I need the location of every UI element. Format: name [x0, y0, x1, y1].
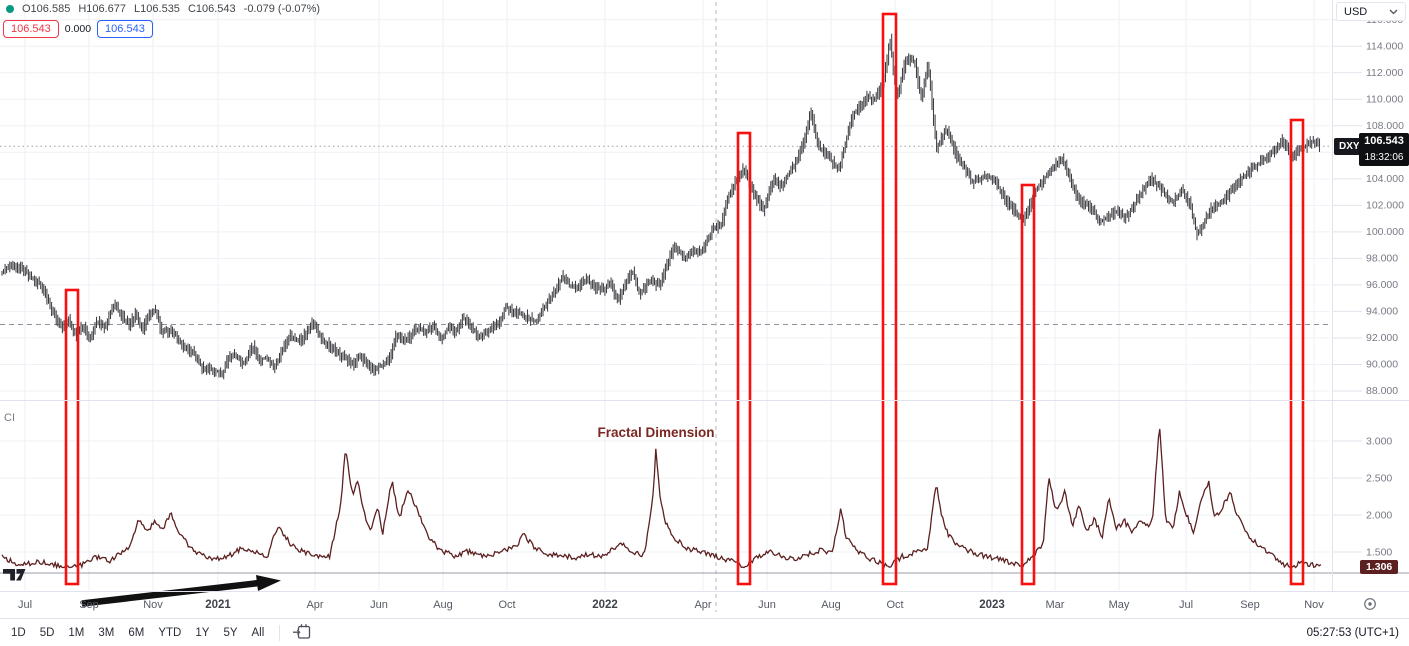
range-1Y[interactable]: 1Y [188, 624, 216, 642]
highlight-rectangle[interactable] [736, 131, 752, 586]
trend-arrow-drawing[interactable] [81, 575, 281, 607]
symbol-legend: O106.585 H106.677 L106.535 C106.543 -0.0… [6, 3, 320, 15]
time-axis-label: Jul [1179, 599, 1193, 611]
time-axis-label: Sep [79, 599, 99, 611]
range-6M[interactable]: 6M [121, 624, 151, 642]
ohlc-item: C106.543 [187, 3, 236, 15]
highlight-rectangle[interactable] [1020, 183, 1036, 586]
time-axis-label: Oct [886, 599, 903, 611]
price-axis-label: 90.000 [1366, 359, 1398, 371]
range-3M[interactable]: 3M [91, 624, 121, 642]
highlight-rectangle[interactable] [64, 288, 80, 586]
indicator-axis-label: 2.000 [1366, 510, 1392, 522]
highlight-rectangle[interactable] [881, 12, 898, 586]
time-axis-label: Oct [498, 599, 515, 611]
range-1D[interactable]: 1D [4, 624, 33, 642]
timeframe-buttons: 1D 5D 1M 3M 6M YTD 1Y 5Y All [4, 624, 271, 642]
buy-price-button[interactable]: 106.543 [97, 20, 153, 38]
last-price-axis-badge: 106.543 18:32:06 [1359, 133, 1409, 166]
price-axis-label: 108.000 [1366, 120, 1404, 132]
price-axis-label: 112.000 [1366, 67, 1403, 79]
gridlines [0, 0, 1362, 590]
tradingview-logo [2, 567, 27, 587]
quote-buttons: 106.543 0.000 106.543 [3, 20, 153, 38]
time-axis-label: Jul [18, 599, 32, 611]
time-axis-label: Nov [143, 599, 163, 611]
indicator-axis-label: 1.500 [1366, 547, 1392, 559]
bottom-toolbar: 1D 5D 1M 3M 6M YTD 1Y 5Y All 05:27:53 (UTC+1) [0, 618, 1409, 646]
price-axis-label: 98.000 [1366, 253, 1398, 265]
price-axis-label: 102.000 [1366, 200, 1404, 212]
price-axis-label: 92.000 [1366, 332, 1398, 344]
ohlc-item: -0.079 (-0.07%) [243, 3, 321, 15]
time-axis-label: Apr [694, 599, 711, 611]
price-axis[interactable]: 116.000114.000112.000110.000108.000104.0… [1366, 14, 1404, 558]
sell-price-button[interactable]: 106.543 [3, 20, 59, 38]
time-axis-label: 2022 [592, 599, 618, 611]
time-axis-label: Jun [370, 599, 388, 611]
price-axis-label: 94.000 [1366, 306, 1398, 318]
chart-canvas[interactable]: 116.000114.000112.000110.000108.000104.0… [0, 0, 1409, 618]
indicator-title-truncated[interactable]: CI [4, 412, 15, 424]
toolbar-divider [279, 624, 281, 641]
spread-value: 0.000 [64, 23, 92, 35]
time-axis-label: Sep [1240, 599, 1260, 611]
time-axis-label: May [1109, 599, 1130, 611]
market-status-icon [6, 5, 14, 13]
clock-label[interactable]: 05:27:53 (UTC+1) [1306, 626, 1399, 639]
time-axis-label: Aug [821, 599, 841, 611]
price-axis-label: 96.000 [1366, 279, 1398, 291]
highlight-rectangle[interactable] [1289, 118, 1305, 586]
ohlc-values: O106.585 H106.677 L106.535 C106.543 -0.0… [22, 3, 320, 15]
time-axis-settings-icon[interactable] [1363, 597, 1377, 616]
highlight-rectangles-drawing [64, 12, 1305, 586]
price-axis-label: 100.000 [1366, 226, 1404, 238]
last-price-time: 18:32:06 [1364, 152, 1404, 163]
price-series [1, 33, 1321, 380]
range-YTD[interactable]: YTD [151, 624, 188, 642]
time-axis-label: 2021 [205, 599, 231, 611]
symbol-axis-label: DXY [1334, 138, 1365, 155]
range-All[interactable]: All [245, 624, 272, 642]
chevron-down-icon [1389, 9, 1398, 14]
time-axis-label: Nov [1304, 599, 1324, 611]
currency-selector[interactable]: USD [1336, 2, 1406, 21]
ohlc-item: L106.535 [134, 3, 180, 15]
indicator-value-badge: 1.306 [1360, 560, 1399, 574]
indicator-title-annotation: Fractal Dimension [597, 425, 715, 440]
last-price-value: 106.543 [1364, 135, 1404, 147]
go-to-date-button[interactable] [288, 621, 316, 645]
time-axis-label: Apr [306, 599, 323, 611]
ohlc-item: O106.585 [22, 3, 71, 15]
price-axis-label: 114.000 [1366, 41, 1403, 53]
range-5D[interactable]: 5D [33, 624, 62, 642]
ohlc-item: H106.677 [78, 3, 127, 15]
time-axis-label: Mar [1046, 599, 1065, 611]
indicator-axis-label: 2.500 [1366, 473, 1392, 485]
price-axis-label: 110.000 [1366, 94, 1403, 106]
time-axis-label: 2023 [979, 599, 1005, 611]
currency-label: USD [1344, 5, 1368, 18]
price-axis-label: 88.000 [1366, 385, 1398, 397]
time-axis-label: Jun [758, 599, 776, 611]
indicator-axis-label: 3.000 [1366, 436, 1392, 448]
range-5Y[interactable]: 5Y [216, 624, 244, 642]
range-1M[interactable]: 1M [61, 624, 91, 642]
indicator-series [1, 428, 1322, 570]
price-axis-label: 104.000 [1366, 173, 1404, 185]
time-axis[interactable]: Jul Sep Nov 2021 Apr Jun Aug Oct 2022 Apr Jun Aug Oc… [18, 599, 1324, 611]
time-axis-label: Aug [433, 599, 453, 611]
